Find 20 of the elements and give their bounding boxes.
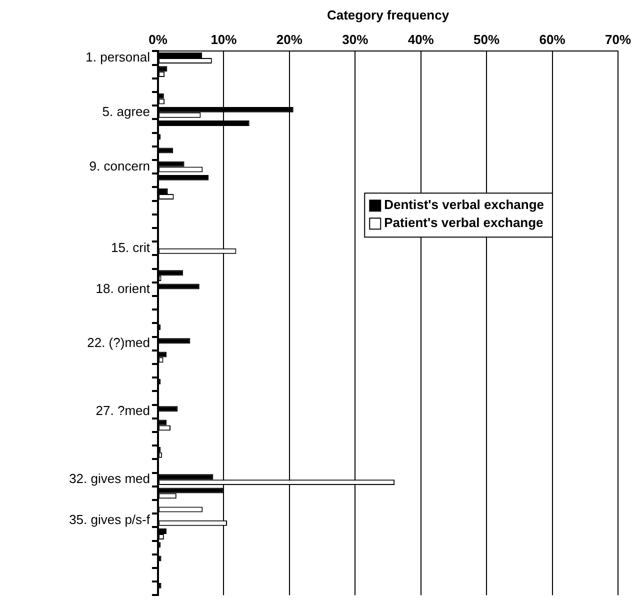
x-axis-title: Category frequency	[326, 7, 450, 22]
x-tick-label: 30%	[342, 32, 369, 47]
x-tick-label: 40%	[408, 32, 434, 47]
x-tick-label: 70%	[604, 32, 632, 47]
y-tick-label: 22. (?)med	[87, 335, 150, 350]
y-tick-label: 18. orient	[96, 280, 150, 296]
legend-label: Dentist's verbal exchange	[384, 197, 544, 212]
y-tick-label: 35. gives p/s-f	[69, 512, 150, 527]
y-tick-label: 5. agree	[102, 104, 150, 119]
y-tick-label: 15. crit	[110, 240, 150, 255]
y-tick-label: 1. personal	[86, 50, 150, 65]
y-tick-label: 9. concern	[89, 158, 150, 174]
x-tick-label: 60%	[539, 32, 566, 47]
x-tick-label: 50%	[474, 32, 500, 47]
legend-label: Patient's verbal exchange	[384, 215, 544, 230]
x-tick-label: 10%	[210, 32, 238, 47]
y-tick-label: 32. gives med	[69, 471, 150, 486]
x-tick-label: 20%	[276, 32, 303, 47]
y-tick-label: 27. ?med	[96, 403, 150, 418]
x-tick-label: 0%	[148, 32, 168, 47]
